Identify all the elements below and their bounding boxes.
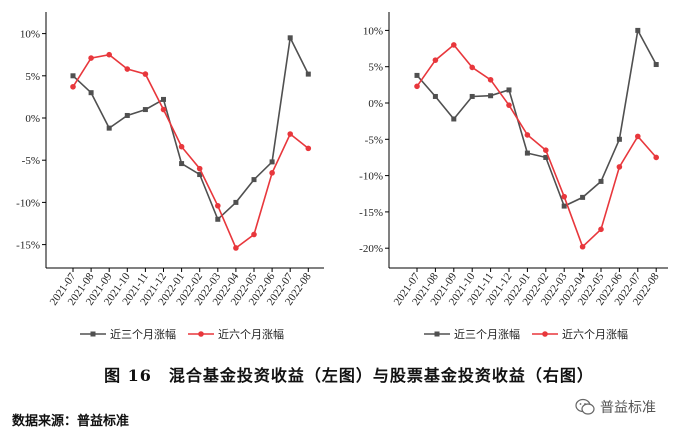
data-point-square — [179, 161, 185, 167]
legend-label: 近六个月涨幅 — [218, 328, 284, 341]
data-point-square — [233, 199, 239, 205]
data-point-square — [506, 87, 512, 93]
legend-label: 近三个月涨幅 — [454, 328, 520, 341]
legend-marker-square — [90, 331, 96, 337]
data-point-circle — [653, 154, 659, 161]
legend-label: 近三个月涨幅 — [110, 328, 176, 341]
data-point-circle — [451, 42, 457, 48]
data-point-circle — [215, 202, 221, 209]
data-point-square — [524, 150, 530, 156]
data-point-square — [88, 90, 94, 96]
data-point-square — [269, 159, 275, 165]
data-point-square — [451, 116, 457, 122]
data-point-circle — [305, 145, 312, 152]
data-point-circle — [142, 71, 149, 77]
data-point-square — [161, 96, 166, 102]
watermark: 普益标准 — [575, 397, 656, 417]
legend-label: 近六个月涨幅 — [562, 328, 628, 341]
data-source: 数据来源：普益标准 — [12, 414, 130, 429]
figure-caption: 图 16 混合基金投资收益（左图）与股票基金投资收益（右图） — [104, 366, 594, 385]
data-point-square — [106, 125, 112, 131]
data-point-square — [305, 71, 311, 77]
y-tick-label: 10% — [20, 29, 40, 41]
data-point-circle — [414, 83, 420, 90]
data-point-square — [488, 93, 494, 99]
series-line-2 — [72, 53, 309, 250]
data-point-circle — [160, 106, 167, 113]
data-point-circle — [124, 66, 131, 72]
watermark-text: 普益标准 — [600, 400, 656, 416]
data-point-square — [616, 136, 622, 142]
y-tick-label: 10% — [363, 25, 383, 37]
data-point-square — [251, 177, 257, 183]
data-point-circle — [469, 64, 476, 71]
data-point-circle — [487, 76, 494, 83]
legend-marker-circle — [198, 331, 204, 337]
wechat-icon — [575, 398, 595, 415]
data-point-square — [469, 93, 475, 99]
y-tick-label: -15% — [359, 207, 383, 219]
data-point-square — [414, 72, 420, 78]
data-point-square — [287, 35, 293, 41]
data-point-square — [124, 112, 130, 118]
data-point-circle — [233, 245, 239, 251]
series-line-1 — [72, 35, 310, 221]
data-point-square — [543, 154, 549, 160]
data-point-square — [653, 62, 659, 68]
series-line-1 — [416, 27, 657, 208]
y-tick-label: -20% — [359, 243, 383, 255]
data-point-square — [580, 194, 586, 200]
data-point-square — [215, 216, 221, 222]
y-tick-label: 5% — [25, 71, 40, 83]
y-tick-label: -10% — [16, 197, 40, 209]
series-line-2 — [416, 43, 657, 249]
data-point-circle — [269, 170, 275, 176]
data-point-circle — [616, 164, 623, 170]
data-point-square — [197, 172, 203, 178]
data-point-circle — [88, 55, 94, 61]
data-point-square — [635, 27, 641, 33]
data-point-circle — [196, 165, 203, 172]
data-point-square — [598, 178, 604, 184]
data-point-circle — [598, 226, 604, 233]
data-point-circle — [524, 132, 531, 138]
legend-marker-square — [434, 331, 440, 337]
data-point-circle — [106, 51, 112, 58]
data-point-circle — [635, 133, 641, 140]
y-tick-label: -15% — [16, 240, 40, 252]
y-tick-label: -10% — [359, 171, 383, 183]
data-point-circle — [432, 57, 439, 63]
data-point-square — [142, 107, 148, 113]
y-tick-label: -5% — [22, 155, 40, 167]
data-point-square — [70, 73, 76, 79]
data-point-circle — [70, 83, 76, 90]
charts-canvas: 10%5%0%-5%-10%-15%2021-072021-082021-092… — [16, 12, 668, 341]
chart-right: 10%5%0%-5%-10%-15%-20%2021-072021-082021… — [359, 12, 668, 341]
data-point-circle — [543, 147, 549, 153]
y-tick-label: 5% — [368, 62, 383, 74]
data-point-circle — [506, 102, 512, 108]
y-tick-label: 0% — [368, 98, 383, 110]
data-point-circle — [287, 131, 294, 137]
chart-left: 10%5%0%-5%-10%-15%2021-072021-082021-092… — [16, 12, 324, 341]
data-point-circle — [579, 243, 586, 250]
data-point-circle — [178, 143, 185, 150]
y-tick-label: 0% — [25, 113, 40, 125]
data-point-square — [432, 93, 438, 99]
y-tick-label: -5% — [365, 134, 383, 146]
data-point-circle — [251, 231, 257, 238]
legend-marker-circle — [542, 331, 548, 337]
data-point-square — [561, 203, 567, 209]
data-point-circle — [561, 193, 567, 200]
